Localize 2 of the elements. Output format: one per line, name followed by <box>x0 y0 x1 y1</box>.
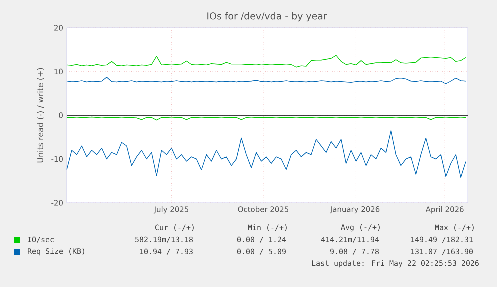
line-series <box>66 130 466 178</box>
chart-title: IOs for /dev/vda - by year <box>208 12 328 22</box>
